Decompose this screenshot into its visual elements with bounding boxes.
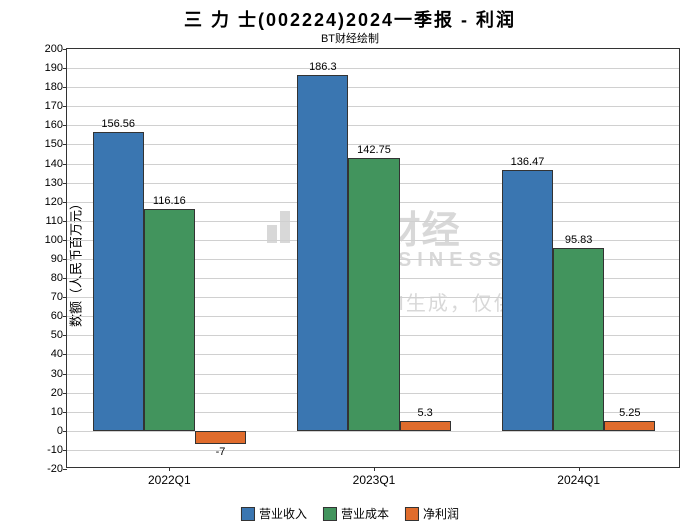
plot-area: BT财经 BUSINESSTIMES 内容由AI生成，仅供参考 -20-1001… bbox=[66, 48, 680, 468]
y-tick-mark bbox=[63, 125, 67, 126]
legend-swatch bbox=[323, 507, 337, 521]
y-tick-mark bbox=[63, 144, 67, 145]
y-tick-mark bbox=[63, 450, 67, 451]
gridline bbox=[67, 450, 679, 451]
bar-value-label: 116.16 bbox=[153, 195, 186, 207]
y-tick-mark bbox=[63, 431, 67, 432]
legend-item: 营业收入 bbox=[241, 505, 307, 522]
gridline bbox=[67, 87, 679, 88]
y-tick-mark bbox=[63, 412, 67, 413]
gridline bbox=[67, 68, 679, 69]
y-tick-mark bbox=[63, 469, 67, 470]
bar bbox=[604, 421, 655, 431]
bar-value-label: 5.25 bbox=[619, 407, 640, 419]
bar bbox=[195, 431, 246, 444]
y-tick-mark bbox=[63, 87, 67, 88]
bar bbox=[348, 158, 399, 431]
y-tick-mark bbox=[63, 335, 67, 336]
bar bbox=[502, 170, 553, 431]
bar bbox=[400, 421, 451, 431]
legend-swatch bbox=[405, 507, 419, 521]
legend-label: 净利润 bbox=[423, 505, 459, 522]
y-tick-mark bbox=[63, 354, 67, 355]
y-tick-mark bbox=[63, 316, 67, 317]
x-tick-mark bbox=[374, 467, 375, 471]
bar-value-label: 95.83 bbox=[565, 234, 593, 246]
y-tick-mark bbox=[63, 278, 67, 279]
gridline bbox=[67, 106, 679, 107]
y-tick-mark bbox=[63, 374, 67, 375]
chart-title: 三 力 士(002224)2024一季报 - 利润 bbox=[0, 6, 700, 32]
x-tick-mark bbox=[169, 467, 170, 471]
bar bbox=[553, 248, 604, 431]
bar-value-label: 186.3 bbox=[309, 61, 337, 73]
y-tick-mark bbox=[63, 202, 67, 203]
legend-label: 营业成本 bbox=[341, 505, 389, 522]
gridline bbox=[67, 431, 679, 432]
chart-container: 三 力 士(002224)2024一季报 - 利润 BT财经绘制 数额（人民币百… bbox=[0, 0, 700, 524]
gridline bbox=[67, 125, 679, 126]
bar-value-label: 5.3 bbox=[418, 407, 433, 419]
bar-value-label: -7 bbox=[216, 446, 226, 458]
bar bbox=[297, 75, 348, 431]
chart-subtitle: BT财经绘制 bbox=[0, 30, 700, 46]
y-tick-mark bbox=[63, 221, 67, 222]
legend-swatch bbox=[241, 507, 255, 521]
legend-item: 营业成本 bbox=[323, 505, 389, 522]
y-tick-mark bbox=[63, 164, 67, 165]
y-tick-mark bbox=[63, 259, 67, 260]
y-tick-mark bbox=[63, 49, 67, 50]
legend: 营业收入 营业成本 净利润 bbox=[241, 505, 459, 522]
y-tick-mark bbox=[63, 240, 67, 241]
y-tick-mark bbox=[63, 183, 67, 184]
bar bbox=[144, 209, 195, 431]
bar-value-label: 156.56 bbox=[101, 118, 135, 130]
bar-value-label: 136.47 bbox=[511, 156, 545, 168]
legend-label: 营业收入 bbox=[259, 505, 307, 522]
bar-value-label: 142.75 bbox=[357, 144, 391, 156]
legend-item: 净利润 bbox=[405, 505, 459, 522]
y-tick-mark bbox=[63, 393, 67, 394]
y-tick-mark bbox=[63, 68, 67, 69]
bar bbox=[93, 132, 144, 431]
y-tick-mark bbox=[63, 297, 67, 298]
x-tick-mark bbox=[579, 467, 580, 471]
y-tick-mark bbox=[63, 106, 67, 107]
